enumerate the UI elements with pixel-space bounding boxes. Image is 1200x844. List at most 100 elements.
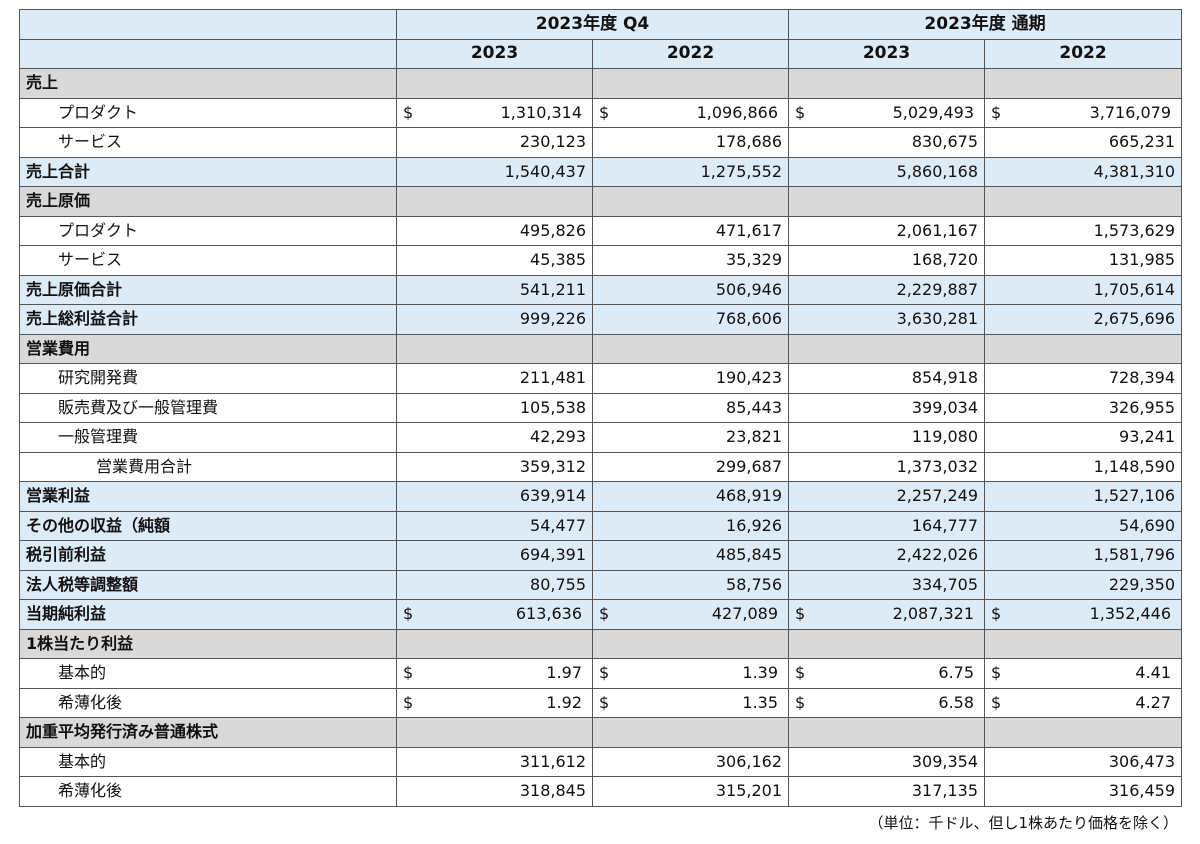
row-label: サービス — [19, 127, 397, 158]
currency-symbol: $ — [599, 692, 610, 712]
value-cell: 168,720 — [788, 245, 986, 276]
table-row: プロダクト 495,826 471,617 2,061,167 1,573,629 — [19, 215, 1183, 246]
value-cell: $6.58 — [788, 687, 986, 718]
value-cell: $3,716,079 — [984, 97, 1183, 128]
table-row: 基本的 $1.97 $1.39 $6.75 $4.41 — [19, 658, 1183, 689]
currency-symbol: $ — [599, 604, 610, 624]
row-label: 営業費用合計 — [19, 451, 397, 482]
currency-symbol: $ — [795, 663, 806, 683]
row-label: 売上総利益合計 — [19, 304, 397, 335]
value-cell: 1,581,796 — [984, 540, 1183, 571]
currency-symbol: $ — [991, 102, 1002, 122]
value-cell: 1,573,629 — [984, 215, 1183, 246]
cell-value: 613,636 — [515, 604, 582, 624]
value-cell — [396, 68, 593, 99]
value-cell: 359,312 — [396, 451, 593, 482]
value-cell: 399,034 — [788, 392, 986, 423]
row-label: 一般管理費 — [19, 422, 397, 453]
value-cell: 311,612 — [396, 746, 593, 777]
value-cell: 1,275,552 — [591, 156, 790, 187]
row-label: プロダクト — [19, 97, 397, 128]
value-cell — [984, 717, 1183, 748]
fy-period-header: 2023年度 通期 — [788, 9, 1183, 40]
year-header-q4-2023: 2023 — [396, 38, 593, 69]
cell-value: 1,096,866 — [696, 102, 779, 122]
row-label: 希薄化後 — [19, 687, 397, 718]
value-cell: $1.39 — [591, 658, 790, 689]
table-row: 販売費及び一般管理費 105,538 85,443 399,034 326,955 — [19, 392, 1183, 423]
row-label: 法人税等調整額 — [19, 569, 397, 600]
q4-period-header: 2023年度 Q4 — [395, 9, 790, 40]
cell-value: 3,716,079 — [1089, 102, 1172, 122]
row-label: 売上合計 — [19, 156, 397, 187]
table-row: 加重平均発行済み普通株式 — [19, 717, 1183, 748]
value-cell: 229,350 — [984, 569, 1183, 600]
value-cell: 306,162 — [591, 746, 790, 777]
value-cell: 3,630,281 — [788, 304, 986, 335]
income-statement-table: 2023年度 Q4 2023年度 通期 2023 2022 2023 2022 … — [19, 9, 1183, 807]
currency-symbol: $ — [403, 604, 414, 624]
value-cell: 2,422,026 — [788, 540, 986, 571]
value-cell: 23,821 — [591, 422, 790, 453]
row-label: 基本的 — [19, 658, 397, 689]
value-cell — [396, 628, 593, 659]
cell-value: 1.35 — [742, 692, 779, 712]
value-cell: $1,096,866 — [591, 97, 790, 128]
value-cell: $4.41 — [984, 658, 1183, 689]
header-corner-cell — [19, 9, 397, 40]
value-cell — [396, 717, 593, 748]
table-row: 研究開発費 211,481 190,423 854,918 728,394 — [19, 363, 1183, 394]
value-cell: 2,257,249 — [788, 481, 986, 512]
row-label: 当期純利益 — [19, 599, 397, 630]
value-cell: 728,394 — [984, 363, 1183, 394]
value-cell: 1,373,032 — [788, 451, 986, 482]
value-cell: 1,527,106 — [984, 481, 1183, 512]
cell-value: 2,087,321 — [892, 604, 975, 624]
value-cell: 93,241 — [984, 422, 1183, 453]
value-cell: $613,636 — [396, 599, 593, 630]
row-label: プロダクト — [19, 215, 397, 246]
value-cell — [788, 68, 986, 99]
table-row: 売上 — [19, 68, 1183, 99]
value-cell: 315,201 — [591, 776, 790, 807]
value-cell: 694,391 — [396, 540, 593, 571]
value-cell: 309,354 — [788, 746, 986, 777]
value-cell: 326,955 — [984, 392, 1183, 423]
unit-footnote: （単位：千ドル、但し1株あたり価格を除く） — [868, 814, 1178, 832]
value-cell — [788, 186, 986, 217]
value-cell — [984, 68, 1183, 99]
value-cell: 178,686 — [591, 127, 790, 158]
row-label: 売上原価 — [19, 186, 397, 217]
value-cell — [984, 186, 1183, 217]
value-cell — [984, 628, 1183, 659]
value-cell: 1,540,437 — [396, 156, 593, 187]
year-header-fy-2023: 2023 — [788, 38, 986, 69]
value-cell: 54,477 — [396, 510, 593, 541]
value-cell: 119,080 — [788, 422, 986, 453]
value-cell: 54,690 — [984, 510, 1183, 541]
row-label: 売上 — [19, 68, 397, 99]
cell-value: 1.97 — [546, 663, 582, 683]
value-cell: 306,473 — [984, 746, 1183, 777]
value-cell — [591, 333, 790, 364]
row-label: 営業利益 — [19, 481, 397, 512]
currency-symbol: $ — [403, 663, 414, 683]
value-cell: 316,459 — [984, 776, 1183, 807]
table-row: 当期純利益 $613,636 $427,089 $2,087,321 $1,352,44… — [19, 599, 1183, 630]
cell-value: 1.39 — [742, 663, 779, 683]
row-label: 研究開発費 — [19, 363, 397, 394]
cell-value: 1,310,314 — [500, 102, 582, 122]
value-cell — [788, 628, 986, 659]
row-label: その他の収益（純額 — [19, 510, 397, 541]
value-cell — [591, 68, 790, 99]
table-row: その他の収益（純額 54,477 16,926 164,777 54,690 — [19, 510, 1183, 541]
row-label: 基本的 — [19, 746, 397, 777]
table-row: サービス 45,385 35,329 168,720 131,985 — [19, 245, 1183, 276]
currency-symbol: $ — [795, 604, 806, 624]
table-body: 2023年度 Q4 2023年度 通期 2023 2022 2023 2022 … — [19, 9, 1183, 807]
value-cell — [396, 333, 593, 364]
value-cell: 45,385 — [396, 245, 593, 276]
currency-symbol: $ — [795, 692, 806, 712]
value-cell: $6.75 — [788, 658, 986, 689]
value-cell: 318,845 — [396, 776, 593, 807]
